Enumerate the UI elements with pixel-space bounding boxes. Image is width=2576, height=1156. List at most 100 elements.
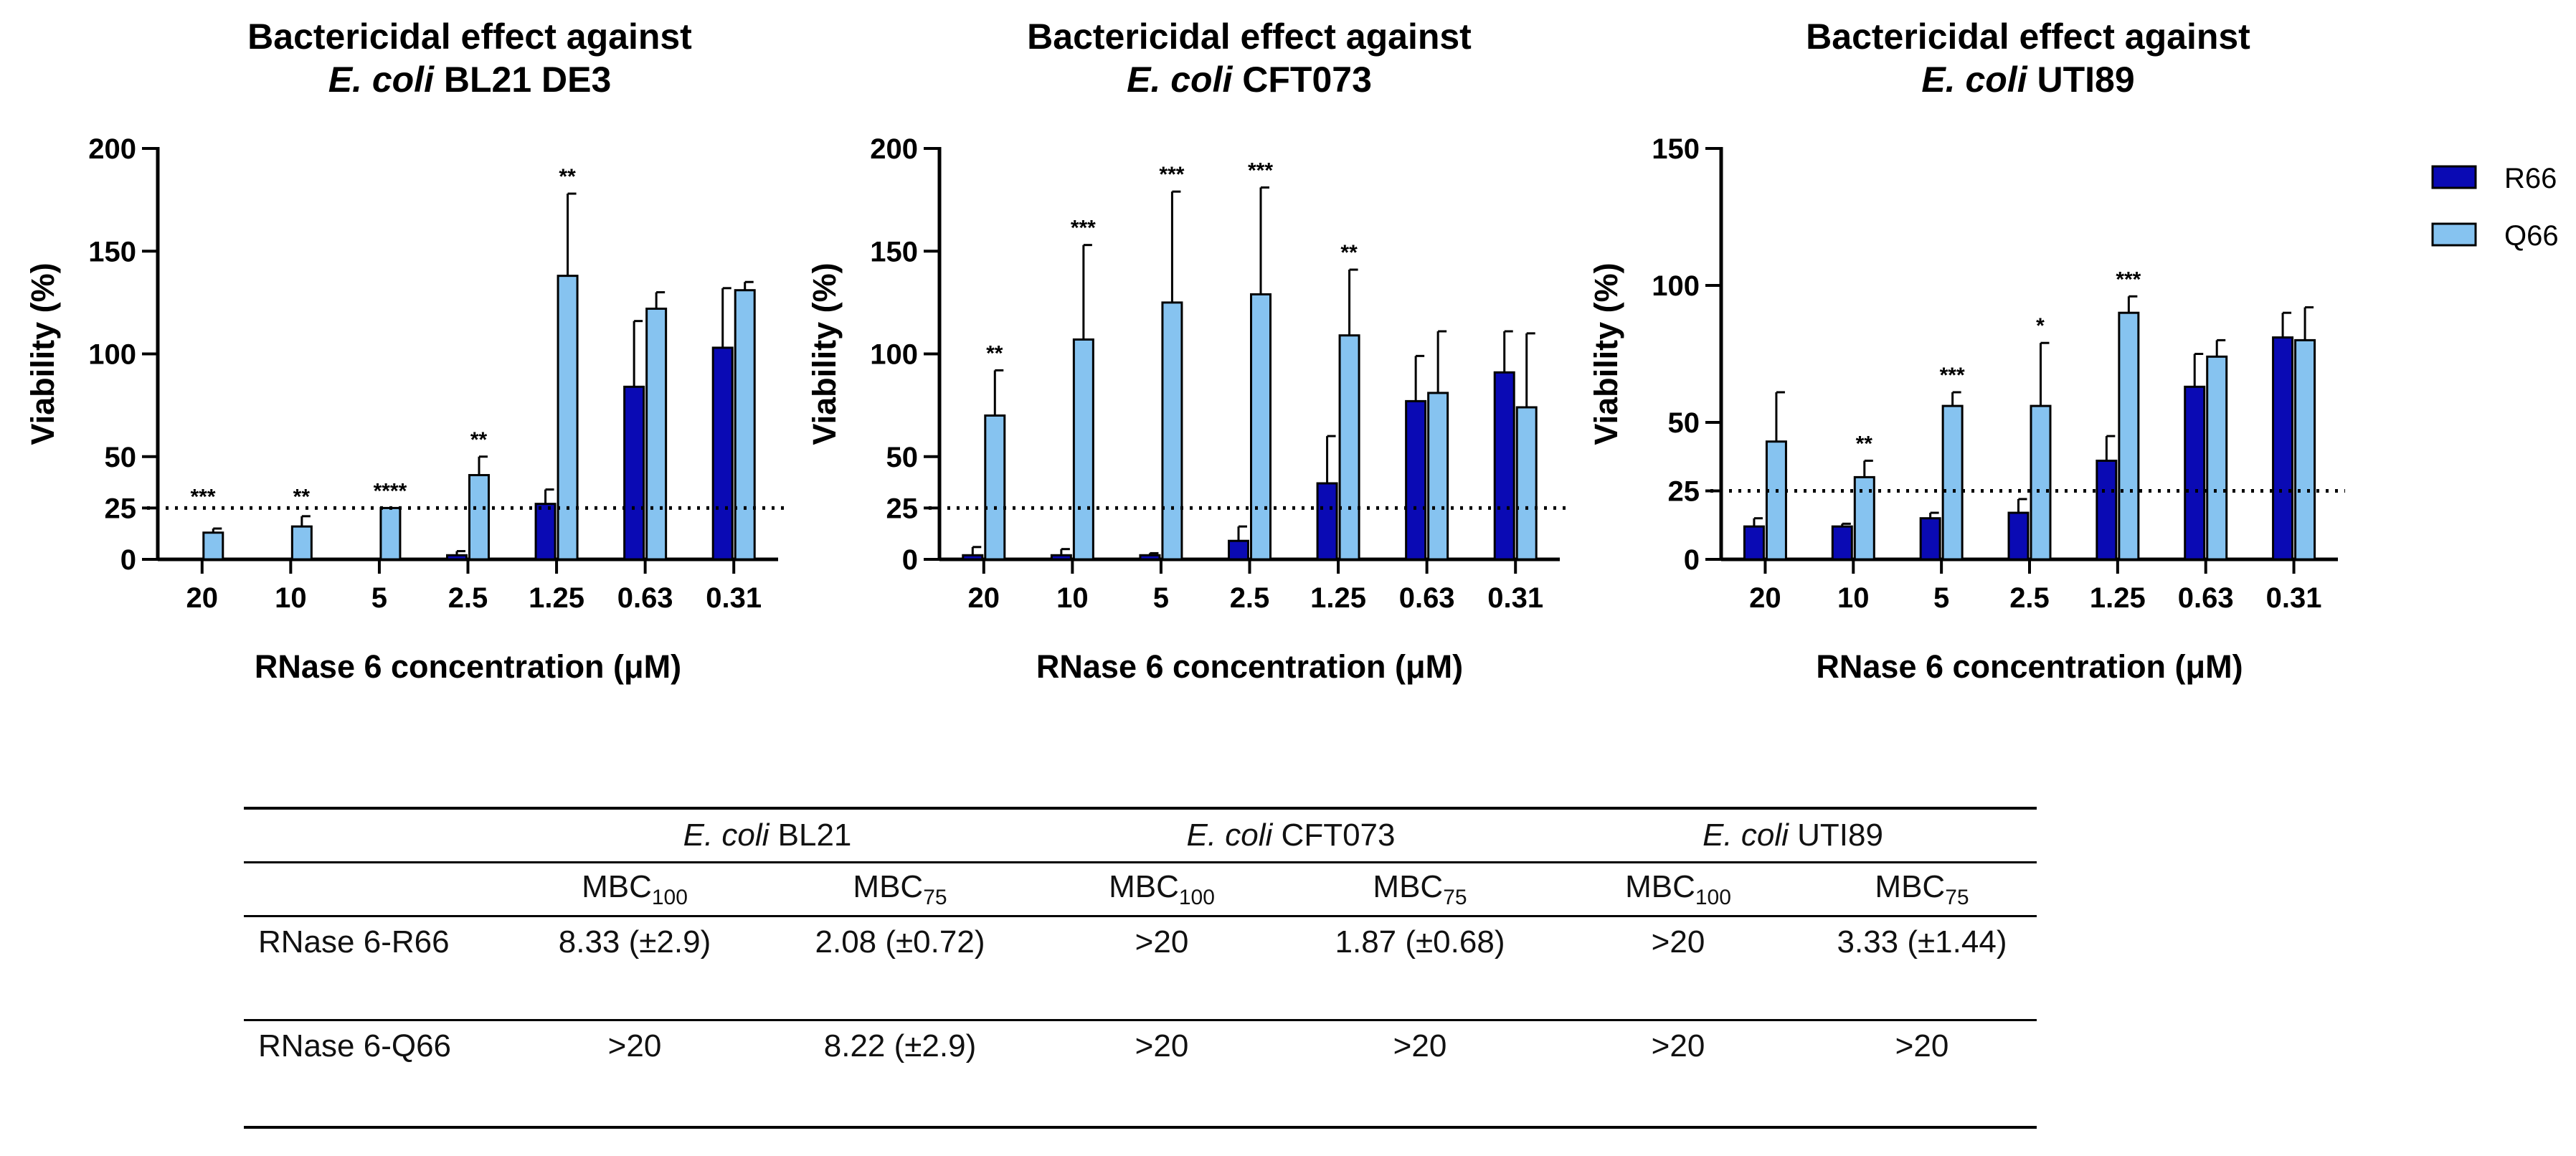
mbc-label: MBC: [1109, 868, 1179, 904]
significance-marker: ***: [2116, 267, 2141, 291]
y-tick-label: 150: [88, 236, 136, 267]
bar-r66: [962, 554, 984, 561]
mbc-table: E. coli BL21 E. coli CFT073 E. coli UTI8…: [244, 807, 2037, 1129]
x-tick-label: 2.5: [2009, 582, 2050, 614]
y-tick-label: 0: [902, 544, 918, 576]
significance-marker: ****: [374, 479, 407, 503]
y-axis-label: Viability (%): [24, 262, 61, 445]
bar-q66: [468, 474, 490, 561]
chart-subtitle-italic: E. coli: [328, 60, 435, 100]
significance-marker: **: [986, 341, 1003, 365]
bar-q66: [2118, 311, 2140, 561]
significance-marker: ***: [1940, 364, 1965, 387]
chart-subtitle: E. coli BL21 DE3: [328, 60, 612, 100]
table-cell: >20: [1033, 1020, 1291, 1129]
x-tick-label: 20: [968, 582, 1000, 614]
chart-subtitle: E. coli UTI89: [1921, 60, 2134, 100]
y-tick-label: 200: [870, 133, 918, 165]
y-tick-label: 50: [1668, 407, 1700, 439]
x-tick-label: 10: [1837, 582, 1870, 614]
bar-r66: [2184, 385, 2206, 561]
mbc-subscript: 100: [1695, 885, 1731, 909]
x-tick-label: 20: [186, 582, 219, 614]
mbc-label: MBC: [1373, 868, 1444, 904]
x-tick-label: 0.63: [617, 582, 673, 614]
x-tick-label: 2.5: [448, 582, 488, 614]
x-tick-label: 10: [1056, 582, 1089, 614]
x-axis-label-text: RNase 6 concentration (: [255, 648, 624, 685]
x-tick-label: 1.25: [2090, 582, 2146, 614]
mbc-label: MBC: [853, 868, 924, 904]
mbc-subscript: 75: [1945, 885, 1969, 909]
x-tick-label: 5: [371, 582, 387, 614]
x-axis-unit: μM: [624, 648, 671, 685]
bar-q66: [2294, 338, 2316, 561]
legend-label-r66: R66: [2504, 163, 2557, 194]
significance-marker: *: [2036, 314, 2045, 338]
bar-q66: [557, 275, 579, 561]
significance-marker: ***: [1159, 163, 1184, 186]
bar-r66: [1050, 554, 1072, 561]
y-tick-label: 50: [886, 442, 919, 473]
y-tick-label: 200: [88, 133, 136, 165]
strain-prefix: E. coli: [683, 818, 770, 853]
chart-subtitle-strain: BL21 DE3: [434, 60, 611, 100]
mbc75-header: MBC75: [767, 862, 1033, 917]
table-row: RNase 6-Q66 >20 8.22 (±2.9) >20 >20 >20 …: [244, 1020, 2037, 1129]
x-axis-label-close: ): [1452, 648, 1463, 685]
x-axis-label-close: ): [2232, 648, 2243, 685]
y-tick-label: 0: [1684, 544, 1700, 576]
x-tick-label: 5: [1153, 582, 1169, 614]
y-tick-label: 100: [1652, 270, 1700, 302]
x-axis-label-close: ): [671, 648, 681, 685]
bar-r66: [1493, 371, 1515, 561]
x-tick-label: 0.63: [2178, 582, 2234, 614]
mbc-subscript: 100: [1178, 885, 1215, 909]
bar-q66: [1941, 404, 1964, 561]
bar-r66: [2272, 336, 2294, 561]
y-tick-label: 25: [105, 493, 137, 524]
table-cell: >20: [1549, 916, 1807, 1021]
bar-q66: [1338, 334, 1360, 561]
chart-subtitle-italic: E. coli: [1127, 60, 1233, 100]
x-tick-label: 20: [1749, 582, 1781, 614]
bar-r66: [1831, 525, 1853, 561]
strain-header-cft073: E. coli CFT073: [1033, 807, 1549, 863]
x-tick-label: 5: [1933, 582, 1949, 614]
significance-marker: ***: [1071, 217, 1096, 240]
legend-swatch-q66: [2431, 222, 2477, 247]
y-tick-label: 0: [120, 544, 136, 576]
strain-name: UTI89: [1788, 818, 1883, 853]
bar-r66: [711, 346, 734, 561]
significance-marker: ***: [190, 485, 215, 508]
x-tick-label: 0.31: [1487, 582, 1543, 614]
bar-q66: [1765, 440, 1787, 561]
x-tick-label: 1.25: [529, 582, 584, 614]
table-cell: 2.08 (±0.72): [767, 916, 1033, 1021]
table-mbc-header: MBC100 MBC75 MBC100 MBC75 MBC100 MBC75: [244, 862, 2037, 917]
x-tick-label: 1.25: [1310, 582, 1366, 614]
bar-r66: [1919, 517, 1941, 561]
table-cell: 8.33 (±2.9): [502, 916, 767, 1021]
y-tick-label: 25: [1668, 476, 1700, 508]
bar-r66: [2007, 511, 2030, 561]
row-label: RNase 6-Q66: [244, 1020, 502, 1129]
x-tick-label: 0.63: [1399, 582, 1455, 614]
bar-q66: [2206, 355, 2228, 561]
bar-r66: [1139, 554, 1161, 561]
bar-q66: [379, 506, 402, 561]
chart-title: Bactericidal effect against: [1806, 16, 2250, 57]
significance-marker: **: [1340, 241, 1358, 265]
x-tick-label: 2.5: [1230, 582, 1270, 614]
y-axis-label: Viability (%): [1588, 262, 1624, 445]
chart-subtitle: E. coli CFT073: [1127, 60, 1372, 100]
chart-title: Bactericidal effect against: [1027, 16, 1472, 57]
mbc100-header: MBC100: [1033, 862, 1291, 917]
x-axis-label-text: RNase 6 concentration (: [1036, 648, 1406, 685]
table-cell: >20: [1549, 1020, 1807, 1129]
bar-q66: [290, 525, 313, 561]
table-cell: >20: [1291, 1020, 1549, 1129]
bar-r66: [534, 503, 557, 561]
table-cell: >20: [502, 1020, 767, 1129]
